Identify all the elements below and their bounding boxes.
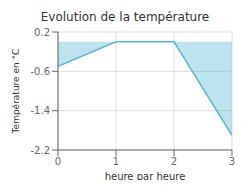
svg-text:-0.6: -0.6 bbox=[30, 66, 50, 77]
svg-text:heure par heure: heure par heure bbox=[105, 171, 186, 180]
svg-text:2: 2 bbox=[171, 156, 177, 167]
svg-text:-1.4: -1.4 bbox=[30, 105, 50, 116]
html-text:Evolution de la température: Evolution de la température bbox=[40, 10, 210, 24]
svg-text:0.2: 0.2 bbox=[34, 27, 50, 38]
svg-text:-2.2: -2.2 bbox=[30, 145, 50, 156]
svg-text:1: 1 bbox=[113, 156, 119, 167]
svg-text:3: 3 bbox=[229, 156, 235, 167]
svg-text:0: 0 bbox=[55, 156, 61, 167]
svg-text:Température en °C: Température en °C bbox=[11, 49, 21, 135]
